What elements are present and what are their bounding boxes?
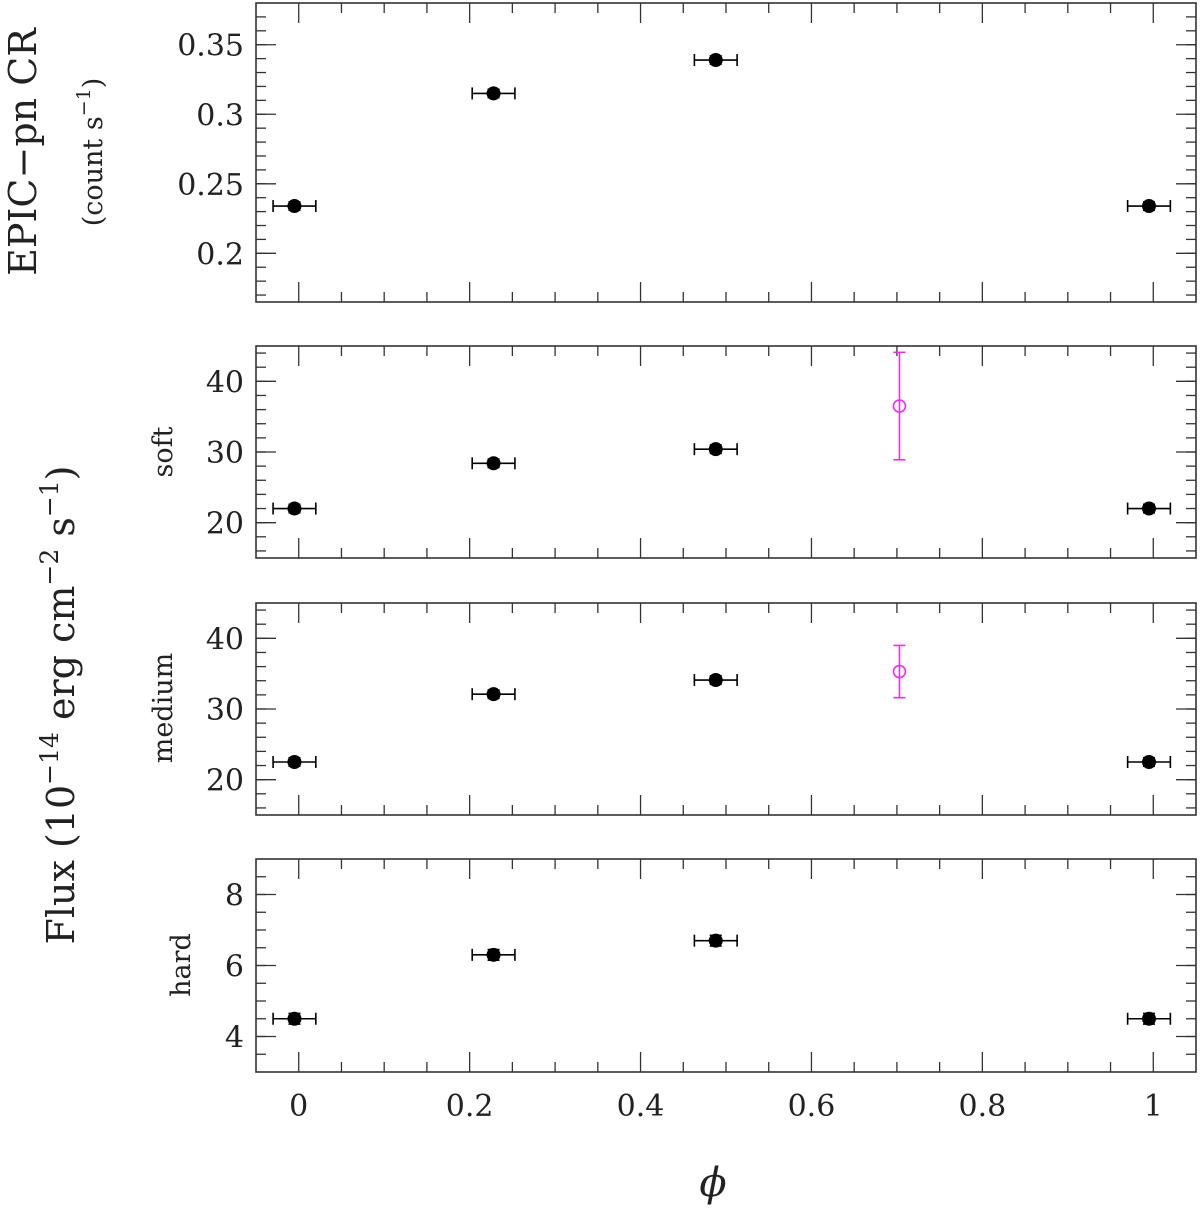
count-rate-frame <box>255 2 1197 303</box>
medium-marker-open <box>892 664 907 679</box>
soft-marker-filled <box>1142 501 1156 516</box>
medium-data-point <box>693 673 738 688</box>
flux-ylabel-mid2: s <box>39 517 83 549</box>
soft-y-tick-label: 40 <box>206 365 244 400</box>
soft-data-point <box>1126 501 1172 516</box>
hard-marker-filled <box>486 947 501 962</box>
count-rate-ylabel: EPIC−pn CR (count s−1) <box>1 27 109 276</box>
medium-panel-ylabel: medium <box>148 653 179 764</box>
count-rate-ylabel-close: ) <box>78 78 109 89</box>
flux-ylabel: Flux (10−14 erg cm−2 s−1) <box>35 465 83 944</box>
x-tick-label: 1 <box>1144 1089 1163 1124</box>
count-rate-marker-filled <box>708 53 723 68</box>
hard-data-point <box>272 1011 317 1026</box>
medium-data-point <box>272 755 317 769</box>
x-tick-label: 0.2 <box>446 1089 494 1124</box>
x-tick-label: 0.4 <box>617 1089 665 1124</box>
hard-frame <box>255 858 1197 1073</box>
hard-panel-ylabel: hard <box>166 933 197 997</box>
soft-frame <box>255 345 1197 559</box>
soft-data-point <box>272 501 317 516</box>
medium-y-tick-label: 20 <box>206 764 244 799</box>
medium-marker-filled <box>708 673 723 688</box>
x-axis-label: ϕ <box>699 1160 726 1206</box>
count-rate-y-tick-label: 0.35 <box>177 29 244 64</box>
flux-ylabel-exp1: −14 <box>35 732 64 785</box>
soft-panel-ylabel: soft <box>148 426 179 477</box>
count-rate-data-point <box>693 53 738 68</box>
hard-marker-filled <box>287 1011 302 1026</box>
flux-ylabel-end: ) <box>39 465 83 480</box>
soft-y-tick-label: 20 <box>206 507 244 542</box>
hard-data-point <box>471 947 516 962</box>
soft-marker-open <box>892 399 907 413</box>
hard-y-tick-label: 6 <box>225 950 244 985</box>
hard-data-point <box>693 933 738 948</box>
soft-marker-filled <box>287 501 302 516</box>
count-rate-ylabel-unit: (count s <box>78 116 109 226</box>
medium-y-tick-label: 30 <box>206 693 244 728</box>
medium-marker-filled <box>287 755 302 769</box>
count-rate-ylabel-exponent: −1 <box>73 88 95 116</box>
medium-marker-filled <box>1142 755 1156 769</box>
flux-ylabel-mid: erg cm <box>39 586 83 732</box>
count-rate-y-tick-label: 0.2 <box>196 237 244 272</box>
soft-marker-filled <box>486 456 501 471</box>
soft-y-tick-label: 30 <box>206 436 244 471</box>
medium-data-point <box>1126 755 1172 769</box>
count-rate-data-point <box>272 199 317 214</box>
count-rate-ylabel-line1: EPIC−pn CR <box>1 27 45 276</box>
hard-marker-filled <box>708 933 723 948</box>
flux-ylabel-exp3: −1 <box>35 480 64 517</box>
count-rate-data-point <box>471 86 516 101</box>
x-tick-label: 0.6 <box>788 1089 836 1124</box>
medium-data-point <box>471 687 516 702</box>
medium-y-tick-label: 40 <box>206 622 244 657</box>
medium-data-point <box>892 644 907 699</box>
count-rate-ylabel-line2: (count s−1) <box>73 78 109 227</box>
medium-marker-filled <box>486 687 501 702</box>
hard-data-point <box>1126 1011 1172 1026</box>
hard-panel: 4 6 8 0 0.2 0.4 0.6 0.8 1 <box>225 858 1197 1124</box>
count-rate-data-point <box>1126 199 1172 214</box>
count-rate-marker-filled <box>486 86 501 101</box>
hard-y-tick-label: 8 <box>225 879 244 914</box>
soft-marker-filled <box>708 442 723 457</box>
soft-data-point <box>693 442 738 457</box>
count-rate-marker-filled <box>1142 199 1156 214</box>
x-tick-label: 0 <box>289 1089 308 1124</box>
medium-frame <box>255 602 1197 816</box>
x-tick-label: 0.8 <box>959 1089 1007 1124</box>
count-rate-y-tick-label: 0.3 <box>196 98 244 133</box>
count-rate-panel: 0.2 0.25 0.3 0.35 <box>177 2 1197 303</box>
count-rate-y-tick-label: 0.25 <box>177 168 244 203</box>
soft-data-point <box>892 351 907 461</box>
count-rate-marker-filled <box>287 199 302 214</box>
flux-ylabel-exp2: −2 <box>35 549 64 586</box>
soft-data-point <box>471 456 516 471</box>
soft-panel: 20 30 40 <box>206 345 1197 559</box>
medium-panel: 20 30 40 <box>206 602 1197 816</box>
flux-ylabel-start: Flux (10 <box>39 785 83 945</box>
hard-marker-filled <box>1142 1011 1156 1026</box>
hard-y-tick-label: 4 <box>225 1021 244 1056</box>
panels: 0.2 0.25 0.3 0.35 20 30 40 20 30 40 4 6 8 0 0.2 0.4 0.6 0… <box>177 2 1197 1124</box>
